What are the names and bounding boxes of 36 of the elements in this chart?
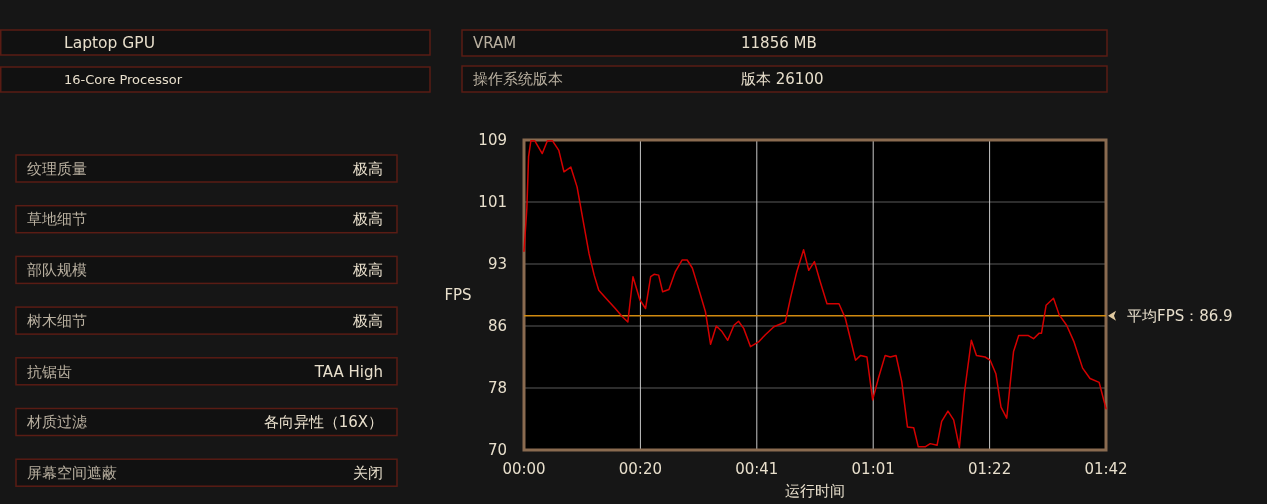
x-tick-label: 01:01 [851,460,895,479]
text: 抗锯齿 [27,362,72,381]
text: 16-Core Processor [64,72,183,88]
y-tick-label: 109 [478,131,507,150]
x-tick-label: 00:20 [618,460,663,479]
line-series [523,140,1107,449]
text: 关闭 [353,463,383,482]
x-axis-title: 运行时间 [785,482,845,501]
text: 部队规模 [27,261,87,280]
text: 极高 [352,311,383,330]
text: Laptop GPU [64,33,156,52]
y-axis-title: FPS [444,286,472,305]
text: 11856 MB [741,34,817,53]
text: 屏幕空间遮蔽 [27,463,117,482]
y-tick-label: 70 [487,441,507,460]
y-tick-label: 78 [487,379,507,398]
text: TAA High [313,362,383,381]
text: 极高 [352,210,383,229]
text: 各向异性（16X） [263,413,383,432]
text: 操作系统版本 [473,70,563,89]
text: 版本 26100 [741,70,824,89]
text: 草地细节 [27,210,87,229]
y-tick-label: 86 [487,317,507,336]
ref-line-label: 平均FPS：86.9 [1127,306,1233,325]
y-tick-label: 93 [487,255,507,274]
text: VRAM [473,34,517,53]
x-tick-label: 00:41 [735,460,779,479]
text: 纹理质量 [27,159,87,178]
x-tick-label: 01:22 [967,460,1012,479]
text: 材质过滤 [26,413,87,432]
text: 树木细节 [27,311,87,330]
x-tick-label: 01:42 [1084,460,1128,479]
x-tick-label: 00:00 [502,460,546,479]
y-tick-label: 101 [478,193,507,212]
text: 极高 [352,261,383,280]
text: 极高 [352,159,383,178]
